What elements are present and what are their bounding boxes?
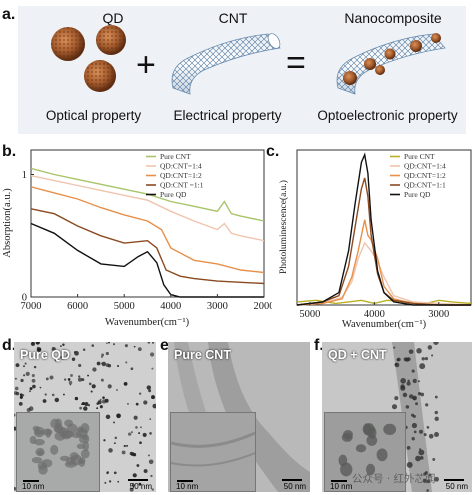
tem-image-pure-qd: Pure QD 10 nm 50 nm	[14, 342, 156, 492]
scalebar-main	[444, 479, 464, 481]
chart-c-ylabel: Photoluminescence(a.u.)	[278, 180, 289, 274]
chart-b-xlabel: Wavenumber(cm⁻¹)	[105, 317, 190, 328]
cnt-bundle-texture	[174, 342, 310, 492]
panel-a-letter: a.	[2, 6, 16, 23]
chart-c-frame	[296, 149, 472, 306]
chart-b-xtick-label: 5000	[114, 301, 135, 312]
chart-b-ytick-label: 1	[22, 170, 27, 181]
scalebar-inset	[331, 480, 347, 482]
scale-label-inset: 10 nm	[176, 482, 199, 491]
chart-c-legend-entry: QD:CNT=1:4	[404, 162, 446, 171]
tem-image-pure-cnt: Pure CNT 10 nm 50 nm	[168, 342, 310, 492]
chart-c-series-line-4	[296, 152, 471, 306]
chart-b-ylabel: Absorption(a.u.)	[2, 188, 13, 258]
scalebar-inset	[23, 480, 39, 482]
chart-c-xtick-label: 3000	[428, 309, 449, 320]
chart-c-xlabel: Wavenumber(cm⁻¹)	[342, 319, 427, 330]
tem-image-qd-cnt: QD + CNT 10 nm 公众号 · 红外芯闻 50 nm	[322, 342, 472, 492]
scale-label-inset: 10 nm	[22, 482, 45, 491]
plus-symbol: +	[136, 46, 156, 84]
chart-c-legend-entry: QD:CNT=1:1	[404, 181, 446, 190]
chart-b-xtick-label: 2000	[254, 301, 273, 312]
chart-b-series-line-4	[30, 222, 264, 298]
chart-b-xtick-label: 3000	[207, 301, 228, 312]
tem-inset-qd-cnt: 10 nm	[324, 412, 406, 492]
qd-particles-icon	[51, 25, 126, 92]
cnt-title: CNT	[218, 10, 248, 26]
qd-caption: Optical property	[45, 108, 142, 123]
chart-b-legend-entry: QD:CNT =1:1	[160, 181, 204, 190]
chart-b-legend-entry: QD:CNT=1:2	[160, 171, 202, 180]
chart-b-series-line-1	[30, 175, 265, 242]
scale-label-main: 50 nm	[445, 482, 468, 491]
chart-b-legend-entry: QD:CNT=1:4	[160, 162, 202, 171]
scale-label-inset: 10 nm	[330, 482, 353, 491]
scale-label-main: 50 nm	[129, 482, 152, 491]
chart-c-legend-entry: Pure QD	[404, 190, 431, 199]
chart-c-series-line-0	[296, 299, 472, 305]
equals-symbol: =	[286, 44, 306, 82]
panel-a-illustrations	[51, 25, 446, 95]
chart-b-xtick-label: 7000	[21, 301, 42, 312]
chart-b-legend-entry: Pure QD	[160, 190, 187, 199]
chart-b-ytick-label: 0	[22, 293, 27, 304]
chart-c-legend-entry: Pure CNT	[404, 152, 435, 161]
chart-c-xtick-label: 4000	[364, 309, 385, 320]
nanocomposite-tube-icon	[336, 33, 446, 95]
watermark: 公众号 · 红外芯闻	[352, 473, 436, 485]
qd-title: QD	[102, 10, 124, 26]
chart-c-xtick-label: 5000	[299, 309, 320, 320]
chart-b-series-line-3	[30, 208, 265, 285]
nanocomposite-caption: Optoelectronic property	[317, 108, 458, 123]
tem-tag-pure-qd: Pure QD	[20, 348, 71, 362]
tem-inset-cnt: 10 nm	[170, 412, 256, 492]
tem-tag-pure-cnt: Pure CNT	[174, 348, 231, 362]
chart-b-frame	[30, 149, 265, 298]
chart-b-series-line-2	[30, 186, 265, 274]
panel-b-letter: b.	[2, 143, 17, 160]
photoluminescence-chart: 5000 4000 3000 Pure CNTQD:CNT=1:4QD:CNT=1:…	[278, 149, 472, 330]
panel-d-letter: d.	[2, 337, 17, 354]
scalebar-main	[282, 479, 302, 481]
chart-b-series-line-0	[30, 167, 265, 222]
chart-b-xtick-label: 4000	[160, 301, 181, 312]
panel-c-letter: c.	[266, 143, 280, 160]
scalebar-main	[128, 479, 148, 481]
chart-c-series-line-3	[296, 177, 471, 306]
tem-tag-qd-cnt: QD + CNT	[328, 348, 387, 362]
tem-inset-qd: 10 nm	[16, 412, 100, 492]
panel-f-letter: f.	[314, 337, 324, 354]
chart-c-legend-entry: QD:CNT=1:2	[404, 171, 446, 180]
nanocomposite-title: Nanocomposite	[344, 10, 442, 26]
scalebar-inset	[177, 480, 193, 482]
chart-b-xtick-label: 6000	[67, 301, 88, 312]
scale-label-main: 50 nm	[283, 482, 306, 491]
cnt-caption: Electrical property	[173, 108, 282, 123]
chart-b-legend-entry: Pure CNT	[160, 152, 191, 161]
cnt-tube-icon	[171, 33, 281, 95]
